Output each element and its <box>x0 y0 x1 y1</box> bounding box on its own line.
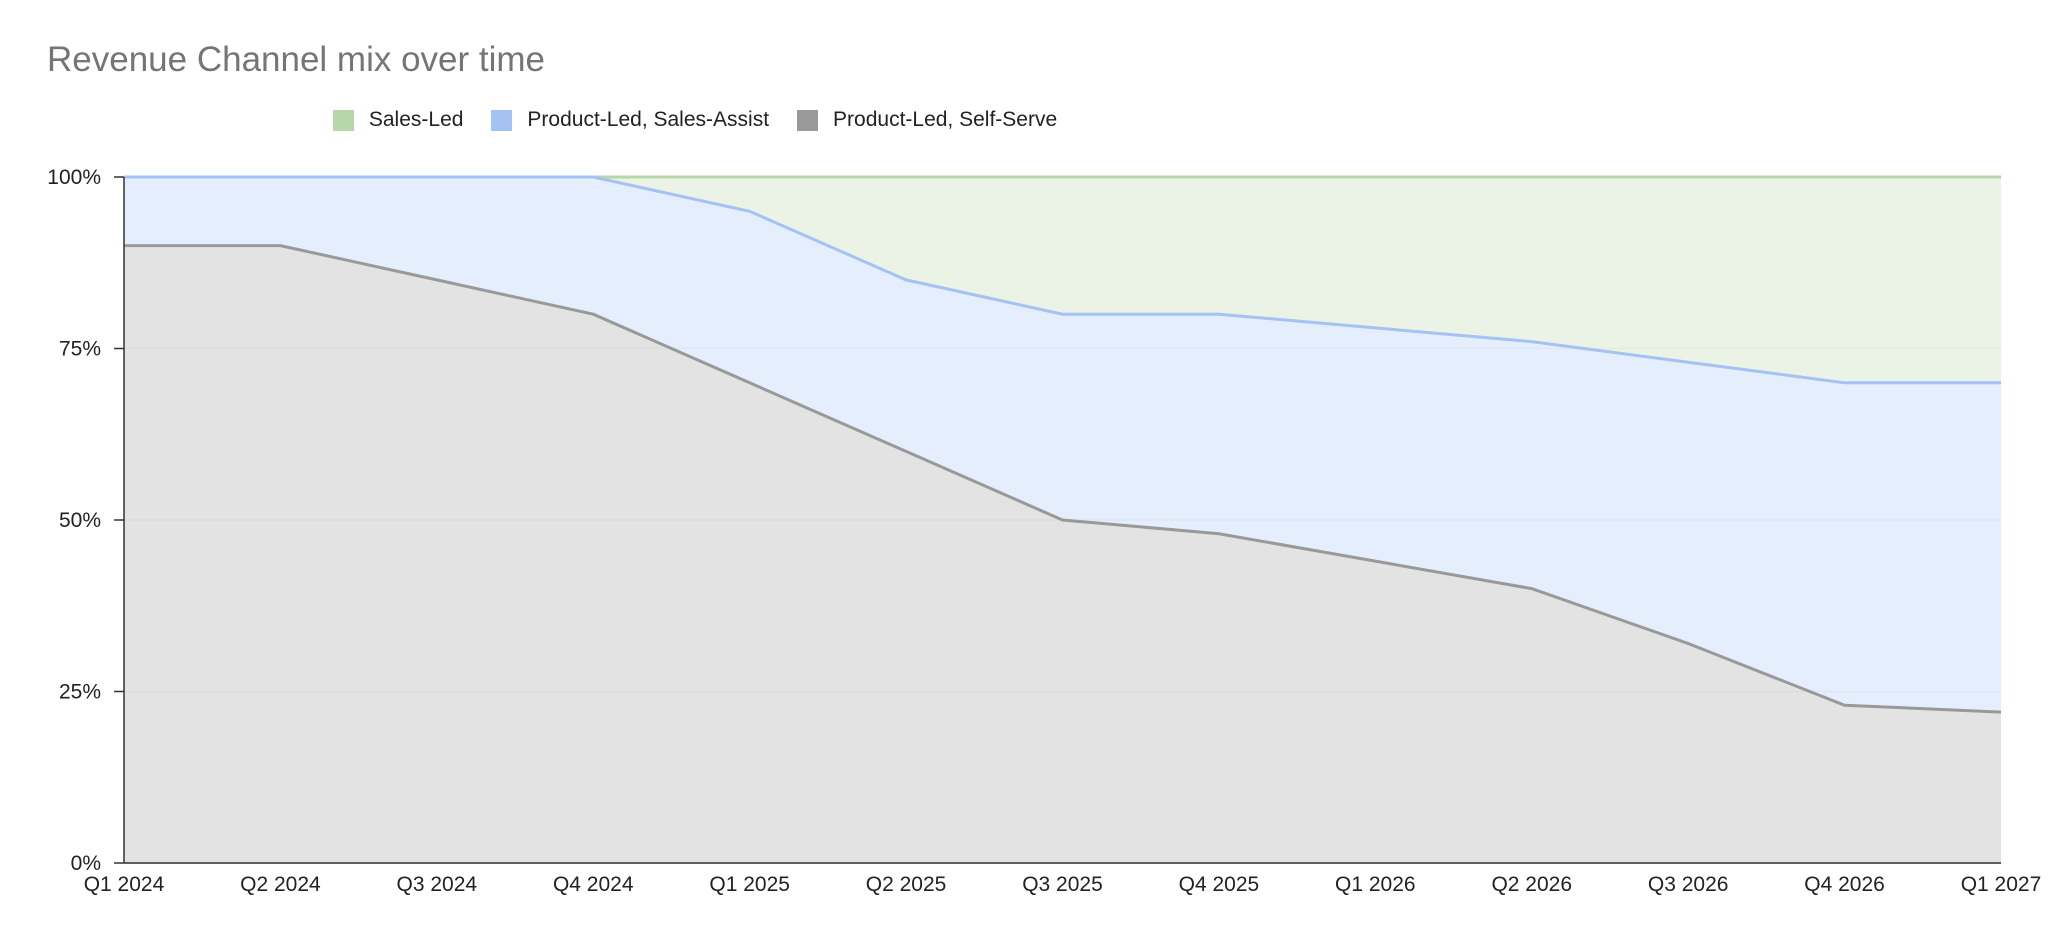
area-product-led-self-serve <box>124 245 2001 864</box>
x-tick-label: Q3 2026 <box>1648 873 1729 896</box>
y-tick-label: 0% <box>71 852 101 875</box>
series-areas <box>124 177 2001 864</box>
line-product-led-sales-assist <box>124 175 2001 385</box>
x-tick-label: Q1 2027 <box>1961 873 2042 896</box>
legend-item-sales-assist[interactable]: Product-Led, Sales-Assist <box>491 108 769 132</box>
axes <box>114 176 2001 864</box>
x-tick-label: Q4 2024 <box>553 873 634 896</box>
y-tick-label: 100% <box>47 166 101 189</box>
legend-item-sales-led[interactable]: Sales-Led <box>332 108 464 132</box>
legend-swatch-sales-assist <box>491 109 513 131</box>
legend-label-sales-assist: Product-Led, Sales-Assist <box>527 108 770 131</box>
legend-swatch-sales-led <box>332 109 354 131</box>
x-tick-label: Q2 2026 <box>1491 873 1572 896</box>
series-lines <box>124 175 2002 714</box>
legend-item-self-serve[interactable]: Product-Led, Self-Serve <box>797 108 1057 132</box>
y-tick-label: 50% <box>59 509 101 532</box>
x-tick-label: Q1 2025 <box>709 873 790 896</box>
x-axis-labels: Q1 2024 Q2 2024 Q3 2024 Q4 2024 Q1 2025 Q2 20… <box>84 873 2042 896</box>
area-product-led-sales-assist <box>124 177 2001 713</box>
chart-title: Revenue Channel mix over time <box>47 40 546 79</box>
x-tick-label: Q2 2024 <box>240 873 321 896</box>
legend-swatch-self-serve <box>797 109 819 131</box>
area-sales-led <box>124 177 2001 383</box>
x-tick-label: Q1 2024 <box>84 873 165 896</box>
legend-label-sales-led: Sales-Led <box>368 108 464 131</box>
x-tick-label: Q1 2026 <box>1335 873 1416 896</box>
line-product-led-self-serve <box>124 244 2002 714</box>
y-axis-labels: 0% 25% 50% 75% 100% <box>47 166 101 875</box>
chart-legend: Sales-Led Product-Led, Sales-Assist Prod… <box>0 108 1390 132</box>
x-tick-label: Q3 2025 <box>1022 873 1103 896</box>
y-tick-label: 75% <box>59 338 101 361</box>
y-tick-label: 25% <box>59 681 101 704</box>
x-tick-label: Q3 2024 <box>397 873 478 896</box>
x-tick-label: Q4 2026 <box>1804 873 1885 896</box>
x-tick-label: Q4 2025 <box>1179 873 1260 896</box>
legend-label-self-serve: Product-Led, Self-Serve <box>833 108 1058 131</box>
x-tick-label: Q2 2025 <box>866 873 947 896</box>
